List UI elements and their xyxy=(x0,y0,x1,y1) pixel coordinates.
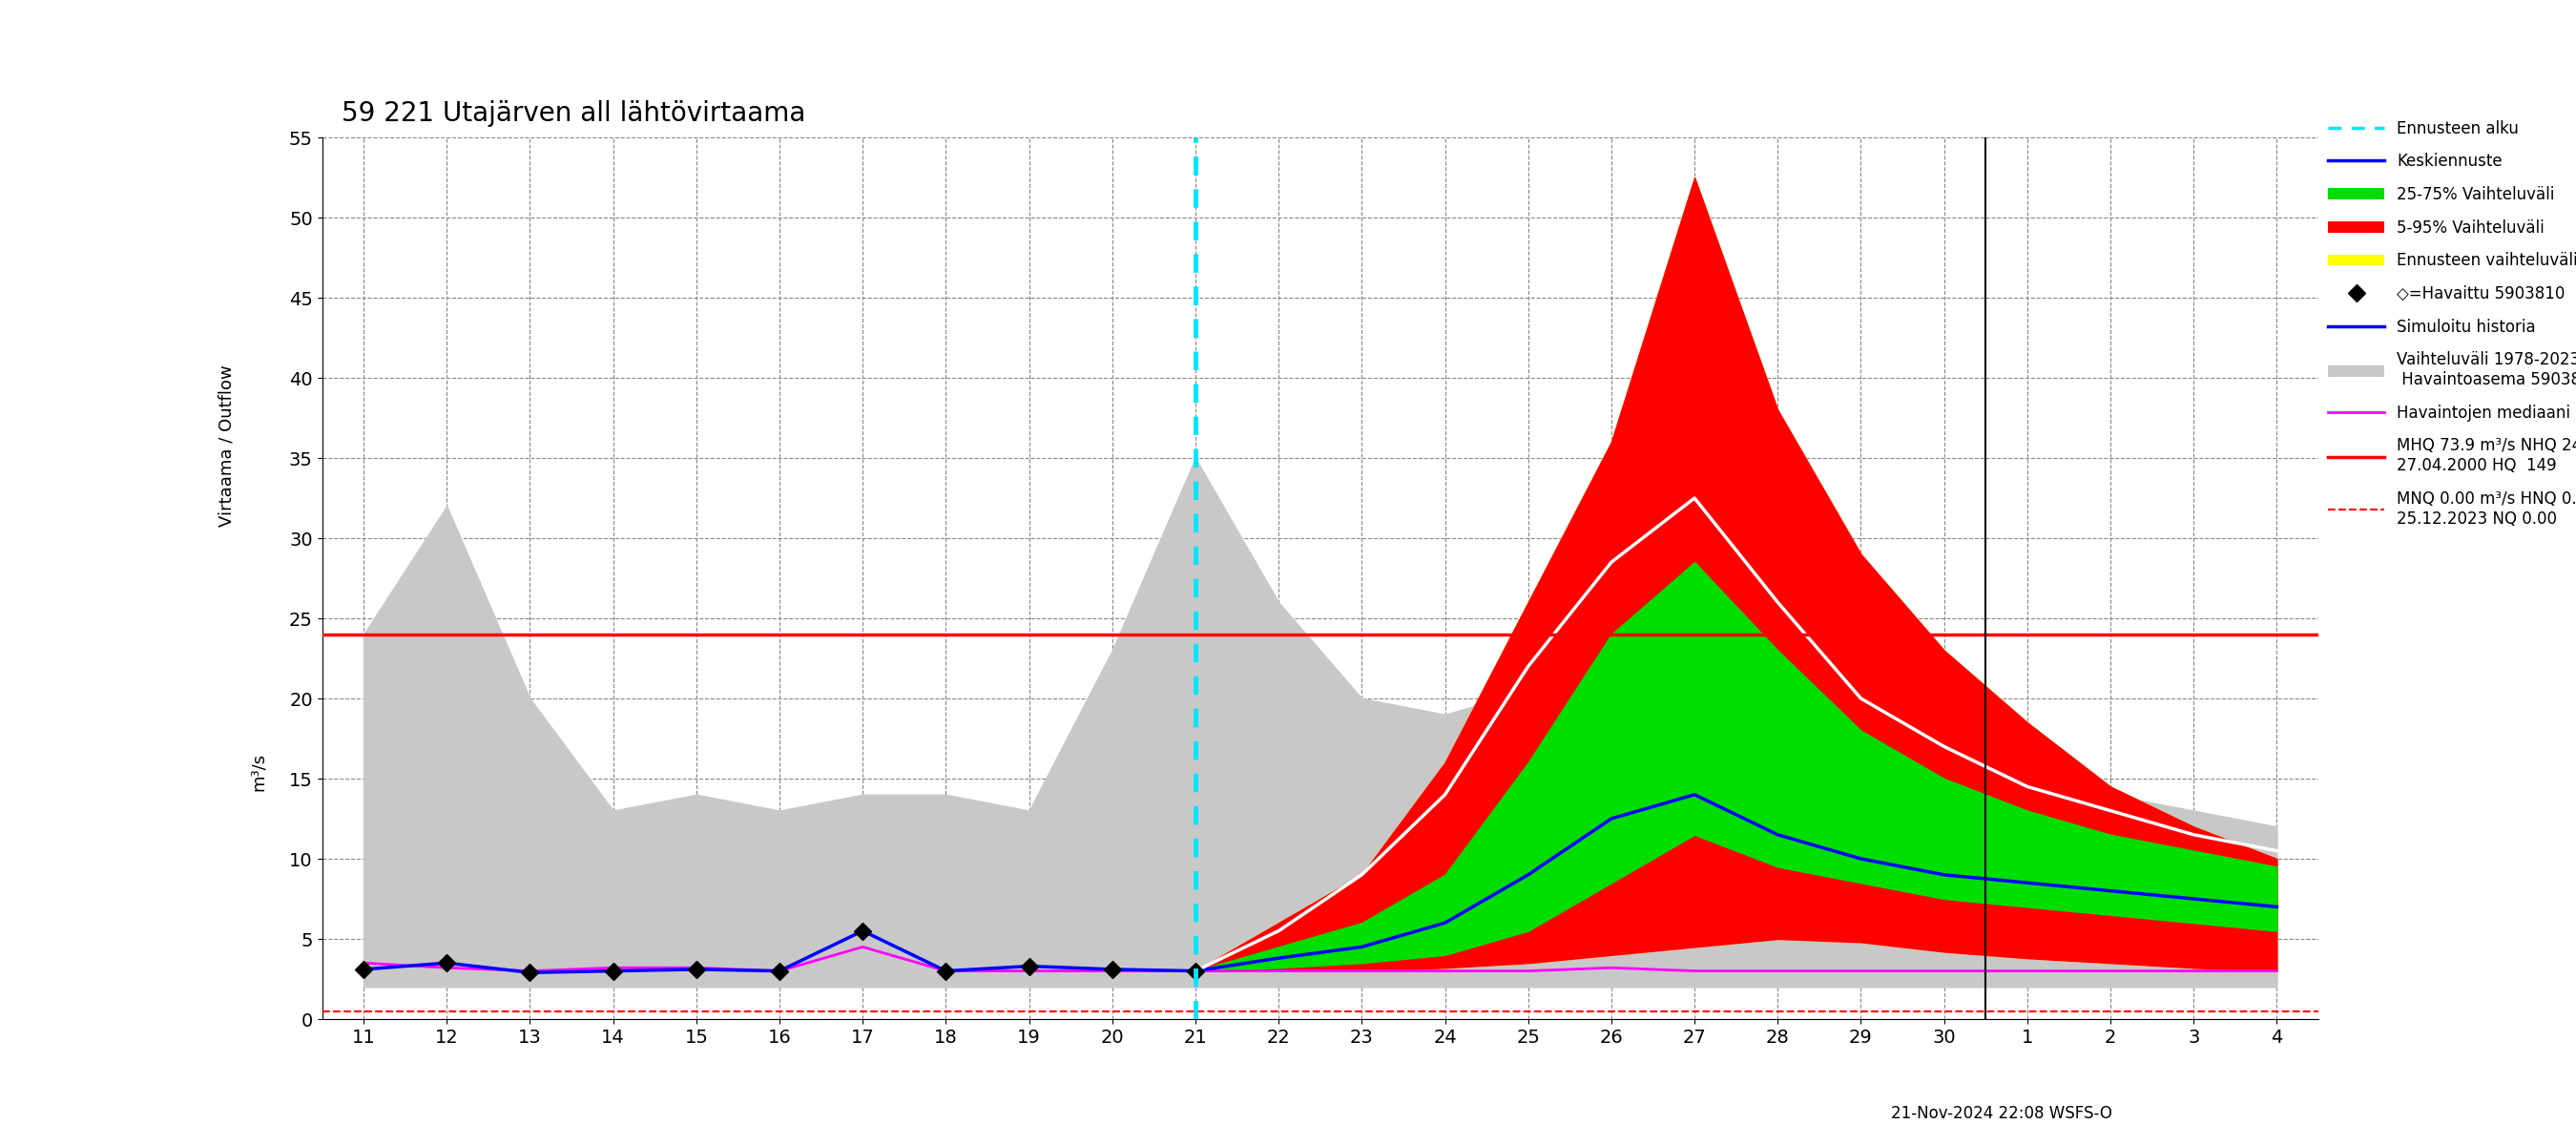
Text: 59 221 Utajärven all lähtövirtaama: 59 221 Utajärven all lähtövirtaama xyxy=(343,101,806,127)
Legend: Ennusteen alku, Keskiennuste, 25-75% Vaihteluväli, 5-95% Vaihteluväli, Ennusteen: Ennusteen alku, Keskiennuste, 25-75% Vai… xyxy=(2329,120,2576,527)
Text: m³/s: m³/s xyxy=(250,753,268,791)
Text: Virtaama / Outflow: Virtaama / Outflow xyxy=(216,365,234,527)
Text: 21-Nov-2024 22:08 WSFS-O: 21-Nov-2024 22:08 WSFS-O xyxy=(1891,1105,2112,1122)
